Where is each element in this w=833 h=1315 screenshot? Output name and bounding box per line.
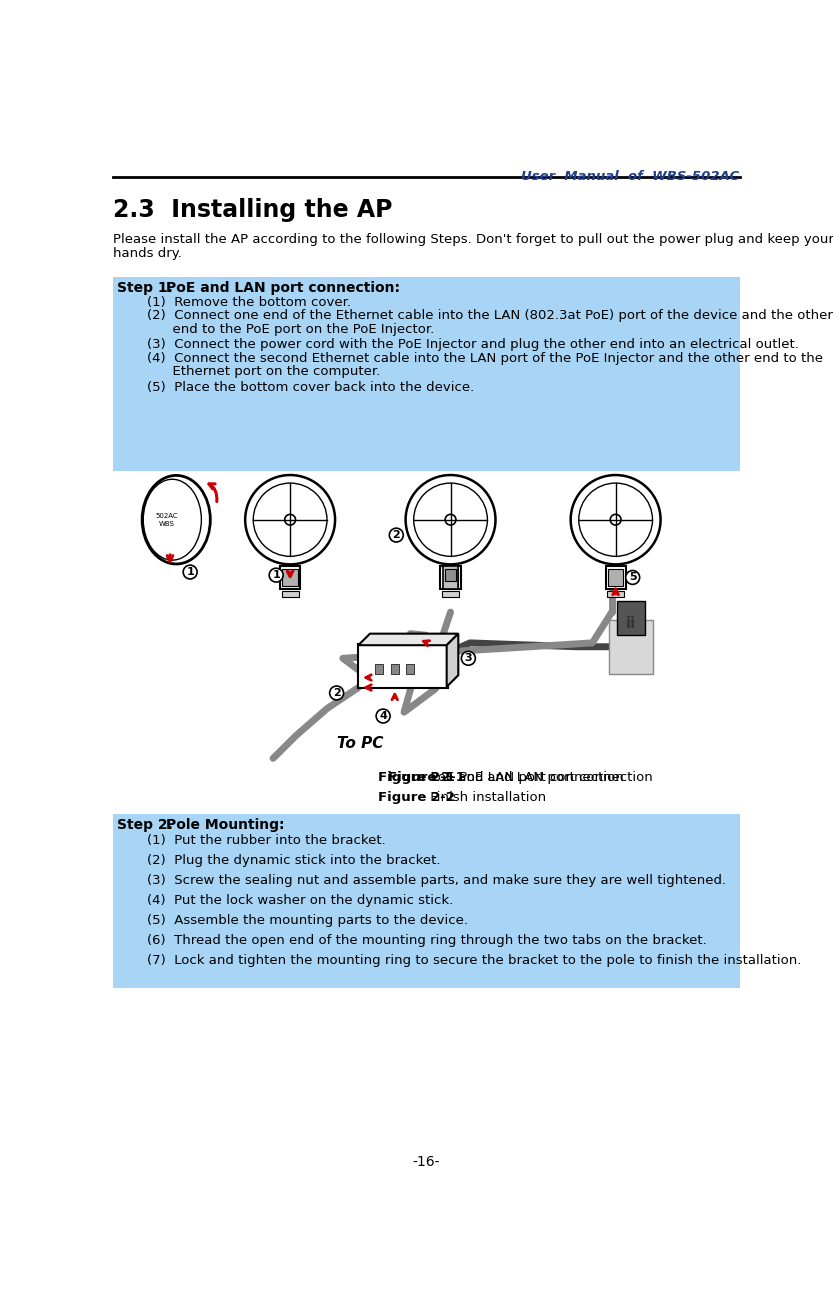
Text: To PC: To PC: [337, 735, 383, 751]
Bar: [282, 569, 298, 586]
Circle shape: [377, 709, 390, 723]
Text: 2.3  Installing the AP: 2.3 Installing the AP: [113, 197, 393, 222]
Text: 2: 2: [392, 530, 400, 540]
Text: ii: ii: [626, 617, 636, 631]
Circle shape: [626, 571, 640, 584]
Text: (2)  Connect one end of the Ethernet cable into the LAN (802.3at PoE) port of th: (2) Connect one end of the Ethernet cabl…: [147, 309, 833, 322]
Bar: [617, 601, 645, 635]
Text: Step 2.: Step 2.: [117, 818, 172, 831]
Bar: [442, 590, 459, 597]
Text: PoE and LAN port connection:: PoE and LAN port connection:: [166, 281, 400, 295]
Bar: [282, 590, 299, 597]
Bar: [610, 619, 653, 673]
Circle shape: [183, 565, 197, 579]
Polygon shape: [358, 634, 458, 646]
Text: 3: 3: [465, 654, 472, 663]
Polygon shape: [446, 634, 458, 686]
Bar: [445, 569, 456, 581]
Text: (5)  Assemble the mounting parts to the device.: (5) Assemble the mounting parts to the d…: [147, 914, 468, 927]
Text: (7)  Lock and tighten the mounting ring to secure the bracket to the pole to fin: (7) Lock and tighten the mounting ring t…: [147, 953, 801, 967]
Circle shape: [330, 686, 343, 700]
Circle shape: [461, 651, 476, 665]
Text: Figure 2-2: Figure 2-2: [377, 790, 455, 803]
Text: User  Manual  of  WBS-502AC: User Manual of WBS-502AC: [521, 170, 740, 183]
Text: end to the PoE port on the PoE Injector.: end to the PoE port on the PoE Injector.: [147, 322, 434, 335]
Text: Please install the AP according to the following Steps. Don't forget to pull out: Please install the AP according to the f…: [113, 233, 833, 246]
Text: (1)  Put the rubber into the bracket.: (1) Put the rubber into the bracket.: [147, 834, 386, 847]
Text: (3)  Screw the sealing nut and assemble parts, and make sure they are well tight: (3) Screw the sealing nut and assemble p…: [147, 874, 726, 886]
FancyBboxPatch shape: [357, 643, 448, 688]
Ellipse shape: [143, 479, 202, 560]
Bar: [441, 565, 461, 589]
Text: 1: 1: [187, 567, 194, 577]
Text: Step 1.: Step 1.: [117, 281, 172, 295]
Circle shape: [269, 568, 283, 583]
Bar: [443, 569, 458, 586]
Text: Figure 2-1: Figure 2-1: [388, 772, 465, 785]
Circle shape: [389, 529, 403, 542]
Text: (2)  Plug the dynamic stick into the bracket.: (2) Plug the dynamic stick into the brac…: [147, 853, 441, 867]
Text: (5)  Place the bottom cover back into the device.: (5) Place the bottom cover back into the…: [147, 381, 474, 394]
Text: (6)  Thread the open end of the mounting ring through the two tabs on the bracke: (6) Thread the open end of the mounting …: [147, 934, 706, 947]
Circle shape: [253, 483, 327, 556]
Bar: [113, 277, 741, 471]
Text: hands dry.: hands dry.: [113, 247, 182, 260]
Circle shape: [611, 514, 621, 525]
Text: 2: 2: [332, 688, 341, 698]
Bar: [407, 664, 414, 673]
Bar: [606, 565, 626, 589]
Circle shape: [414, 483, 487, 556]
Ellipse shape: [142, 476, 210, 564]
Text: (4)  Put the lock washer on the dynamic stick.: (4) Put the lock washer on the dynamic s…: [147, 894, 453, 907]
Bar: [280, 565, 300, 589]
Text: -16-: -16-: [413, 1155, 441, 1169]
Text: (3)  Connect the power cord with the PoE Injector and plug the other end into an: (3) Connect the power cord with the PoE …: [147, 338, 799, 351]
Bar: [113, 814, 741, 988]
Text: 502AC: 502AC: [156, 513, 178, 519]
Circle shape: [245, 475, 335, 564]
Text: 4: 4: [379, 711, 387, 721]
Circle shape: [445, 514, 456, 525]
Bar: [391, 664, 399, 673]
Circle shape: [579, 483, 652, 556]
Text: WBS: WBS: [159, 521, 175, 526]
Bar: [443, 565, 458, 589]
Circle shape: [406, 475, 496, 564]
Text: Figure 2-1: Figure 2-1: [377, 772, 455, 785]
Text: Pole Mounting:: Pole Mounting:: [166, 818, 285, 831]
Circle shape: [571, 475, 661, 564]
Circle shape: [285, 514, 296, 525]
Text: PoE and LAN port connection: PoE and LAN port connection: [455, 772, 653, 785]
Text: PoE and LAN port connection: PoE and LAN port connection: [426, 772, 623, 785]
Bar: [607, 590, 624, 597]
Text: Ethernet port on the computer.: Ethernet port on the computer.: [147, 366, 380, 379]
Text: (1)  Remove the bottom cover.: (1) Remove the bottom cover.: [147, 296, 351, 309]
Text: (4)  Connect the second Ethernet cable into the LAN port of the PoE Injector and: (4) Connect the second Ethernet cable in…: [147, 352, 823, 364]
Text: Finish installation: Finish installation: [426, 790, 546, 803]
Text: 1: 1: [272, 571, 280, 580]
Text: 5: 5: [629, 572, 636, 583]
Bar: [376, 664, 383, 673]
Bar: [608, 569, 623, 586]
